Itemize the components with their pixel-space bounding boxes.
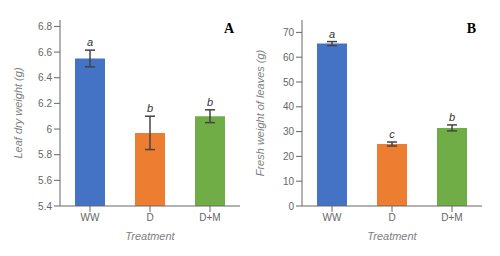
svg-text:0: 0 [288, 201, 294, 212]
svg-text:D: D [388, 212, 395, 223]
svg-text:WW: WW [323, 212, 342, 223]
svg-text:6: 6 [46, 124, 52, 135]
svg-text:5.4: 5.4 [38, 201, 52, 212]
svg-text:D+M: D+M [441, 212, 462, 223]
svg-text:Treatment: Treatment [367, 230, 417, 242]
svg-text:10: 10 [283, 176, 295, 187]
svg-text:20: 20 [283, 151, 295, 162]
svg-text:b: b [147, 102, 153, 114]
svg-text:b: b [207, 96, 213, 108]
svg-text:6.4: 6.4 [38, 72, 52, 83]
svg-text:6.8: 6.8 [38, 21, 52, 32]
svg-text:5.8: 5.8 [38, 149, 52, 160]
svg-text:D+M: D+M [199, 212, 220, 223]
svg-text:6.2: 6.2 [38, 98, 52, 109]
svg-text:Leaf dry weight (g): Leaf dry weight (g) [12, 67, 24, 158]
svg-text:D: D [146, 212, 153, 223]
svg-text:60: 60 [283, 52, 295, 63]
svg-text:WW: WW [81, 212, 100, 223]
svg-text:b: b [449, 111, 455, 123]
svg-text:a: a [87, 36, 93, 48]
svg-text:5.6: 5.6 [38, 175, 52, 186]
svg-text:30: 30 [283, 126, 295, 137]
svg-text:6.6: 6.6 [38, 47, 52, 58]
html-text:B: B [466, 21, 476, 36]
svg-text:c: c [389, 128, 395, 140]
svg-text:Treatment: Treatment [125, 230, 175, 242]
svg-text:Fresh weight of leaves (g): Fresh weight of leaves (g) [254, 49, 266, 176]
svg-text:40: 40 [283, 101, 295, 112]
html-text:A: A [223, 21, 234, 36]
svg-text:70: 70 [283, 27, 295, 38]
svg-text:a: a [329, 28, 335, 40]
svg-text:50: 50 [283, 77, 295, 88]
